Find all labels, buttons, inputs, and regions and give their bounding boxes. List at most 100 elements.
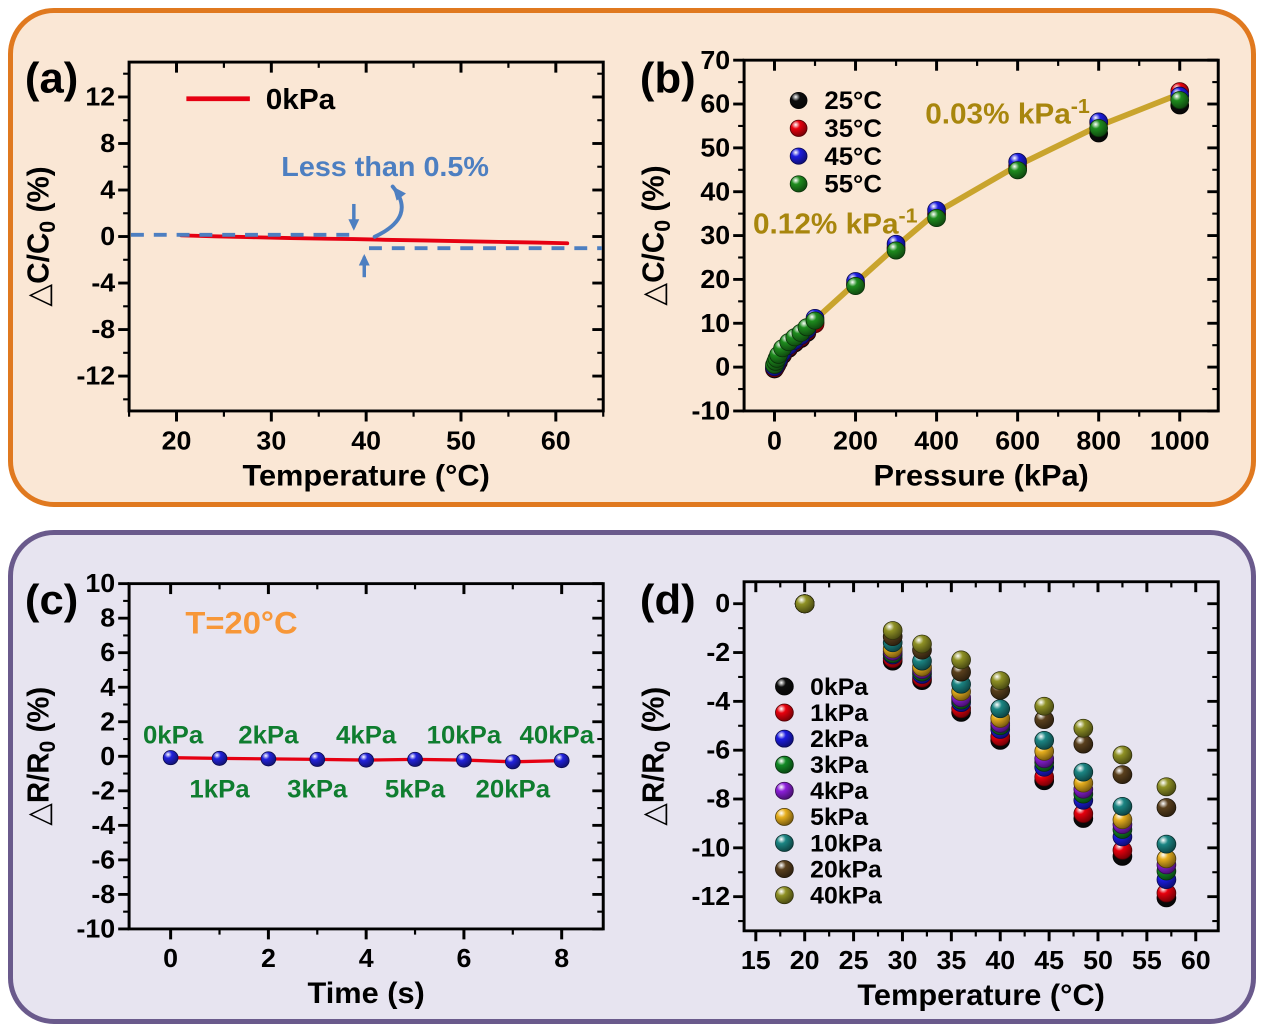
svg-text:Time (s): Time (s) <box>308 977 425 1009</box>
svg-text:-10: -10 <box>692 833 731 862</box>
svg-text:45: 45 <box>1034 945 1064 974</box>
svg-text:10kPa: 10kPa <box>810 831 882 857</box>
svg-text:0kPa: 0kPa <box>266 84 336 115</box>
svg-text:-10: -10 <box>77 914 116 943</box>
svg-text:55: 55 <box>1132 945 1162 974</box>
svg-text:(d): (d) <box>640 577 696 624</box>
svg-text:15: 15 <box>741 945 771 974</box>
svg-text:30: 30 <box>256 426 286 455</box>
svg-text:-2: -2 <box>91 776 115 805</box>
svg-text:40kPa: 40kPa <box>810 883 882 909</box>
svg-text:0: 0 <box>100 741 115 770</box>
svg-text:(c): (c) <box>25 577 78 624</box>
svg-text:12: 12 <box>85 82 115 111</box>
svg-text:10: 10 <box>85 569 115 598</box>
svg-text:50: 50 <box>1083 945 1113 974</box>
svg-text:△C/C0 (%): △C/C0 (%) <box>637 165 675 305</box>
svg-text:60: 60 <box>700 89 730 118</box>
svg-text:4kPa: 4kPa <box>810 778 868 804</box>
svg-text:△C/C0 (%): △C/C0 (%) <box>22 166 60 306</box>
svg-text:200: 200 <box>833 426 878 455</box>
svg-text:1kPa: 1kPa <box>189 776 250 803</box>
svg-text:-8: -8 <box>706 784 730 813</box>
svg-text:3kPa: 3kPa <box>287 776 348 803</box>
svg-text:35°C: 35°C <box>824 115 882 143</box>
svg-text:-4: -4 <box>91 268 115 297</box>
svg-text:Temperature (°C): Temperature (°C) <box>242 460 489 492</box>
svg-text:30: 30 <box>888 945 918 974</box>
svg-text:2: 2 <box>261 943 276 972</box>
svg-text:600: 600 <box>995 426 1040 455</box>
svg-text:20kPa: 20kPa <box>476 776 552 803</box>
svg-text:70: 70 <box>700 45 730 74</box>
svg-text:0: 0 <box>100 221 115 250</box>
svg-text:25°C: 25°C <box>824 88 882 116</box>
svg-text:1kPa: 1kPa <box>810 700 868 726</box>
svg-text:6: 6 <box>100 638 115 667</box>
svg-text:-10: -10 <box>691 396 730 425</box>
svg-text:4: 4 <box>100 175 115 204</box>
svg-text:30: 30 <box>700 220 730 249</box>
svg-text:8: 8 <box>100 128 115 157</box>
svg-text:50: 50 <box>446 426 476 455</box>
resistance-panels-group: 0 2 4 6 8 -10 -8 -6 -4 -2 0 2 4 6 8 10 Time (s) △R/R0 (%)… <box>8 530 1256 1024</box>
svg-text:2: 2 <box>100 707 115 736</box>
svg-text:20: 20 <box>700 264 730 293</box>
svg-text:60: 60 <box>1181 945 1211 974</box>
svg-text:-12: -12 <box>692 882 731 911</box>
panel-d-temperature-response-chart: 15 20 25 30 35 40 45 50 55 60 0 -2 -4 -6 -8 -10 -12 Tempe… <box>637 577 1220 1012</box>
svg-text:△R/R0 (%): △R/R0 (%) <box>637 687 675 826</box>
svg-text:0kPa: 0kPa <box>143 722 204 749</box>
svg-text:400: 400 <box>914 426 959 455</box>
svg-text:50: 50 <box>700 133 730 162</box>
svg-text:0: 0 <box>715 589 730 618</box>
svg-text:-2: -2 <box>706 637 730 666</box>
svg-text:25: 25 <box>839 945 869 974</box>
svg-text:2kPa: 2kPa <box>810 726 868 752</box>
svg-text:55°C: 55°C <box>824 171 882 199</box>
svg-text:8: 8 <box>100 603 115 632</box>
svg-text:-12: -12 <box>76 361 115 390</box>
panel-c-time-response-chart: 0 2 4 6 8 -10 -8 -6 -4 -2 0 2 4 6 8 10 Time (s) △R/R0 (%)… <box>22 569 605 1010</box>
svg-text:0: 0 <box>767 426 782 455</box>
svg-text:-4: -4 <box>91 810 115 839</box>
capacitance-panels-group: 20 30 40 50 60 -12 -8 -4 0 4 8 12 Temperature (°C) △C… <box>8 8 1256 507</box>
svg-text:-4: -4 <box>706 686 730 715</box>
svg-text:5kPa: 5kPa <box>385 776 446 803</box>
svg-text:3kPa: 3kPa <box>810 752 868 778</box>
svg-text:800: 800 <box>1076 426 1121 455</box>
svg-text:35: 35 <box>936 945 966 974</box>
svg-text:-8: -8 <box>91 314 115 343</box>
panel-a-temperature-stability-chart: 20 30 40 50 60 -12 -8 -4 0 4 8 12 Temperature (°C) △C… <box>22 55 605 492</box>
svg-text:20: 20 <box>162 426 192 455</box>
svg-text:0kPa: 0kPa <box>810 674 868 700</box>
svg-text:4: 4 <box>359 943 374 972</box>
svg-text:2kPa: 2kPa <box>238 722 299 749</box>
panel-b-pressure-response-chart: 0 200 400 600 800 1000 -10 0 10 20 30 40 50 60 70 Press… <box>637 45 1220 492</box>
svg-text:(b): (b) <box>640 55 696 102</box>
svg-text:T=20°C: T=20°C <box>185 605 297 640</box>
svg-text:10kPa: 10kPa <box>427 722 503 749</box>
svg-text:4: 4 <box>100 672 115 701</box>
svg-text:20kPa: 20kPa <box>810 857 882 883</box>
svg-text:40: 40 <box>985 945 1015 974</box>
svg-text:40: 40 <box>351 426 381 455</box>
svg-text:-6: -6 <box>91 845 115 874</box>
svg-text:0.12% kPa-1: 0.12% kPa-1 <box>753 205 918 240</box>
svg-text:8: 8 <box>554 943 569 972</box>
svg-text:△R/R0 (%): △R/R0 (%) <box>22 687 60 826</box>
svg-text:60: 60 <box>541 426 571 455</box>
svg-text:0.03% kPa-1: 0.03% kPa-1 <box>925 95 1090 130</box>
svg-text:5kPa: 5kPa <box>810 805 868 831</box>
svg-text:10: 10 <box>700 308 730 337</box>
svg-text:45°C: 45°C <box>824 143 882 171</box>
svg-text:20: 20 <box>790 945 820 974</box>
svg-text:40kPa: 40kPa <box>520 722 596 749</box>
svg-text:1000: 1000 <box>1150 426 1210 455</box>
svg-text:4kPa: 4kPa <box>336 722 397 749</box>
svg-text:Pressure (kPa): Pressure (kPa) <box>874 460 1089 492</box>
svg-text:0: 0 <box>163 943 178 972</box>
svg-text:-8: -8 <box>91 879 115 908</box>
svg-text:Temperature (°C): Temperature (°C) <box>857 979 1104 1011</box>
svg-text:0: 0 <box>715 352 730 381</box>
